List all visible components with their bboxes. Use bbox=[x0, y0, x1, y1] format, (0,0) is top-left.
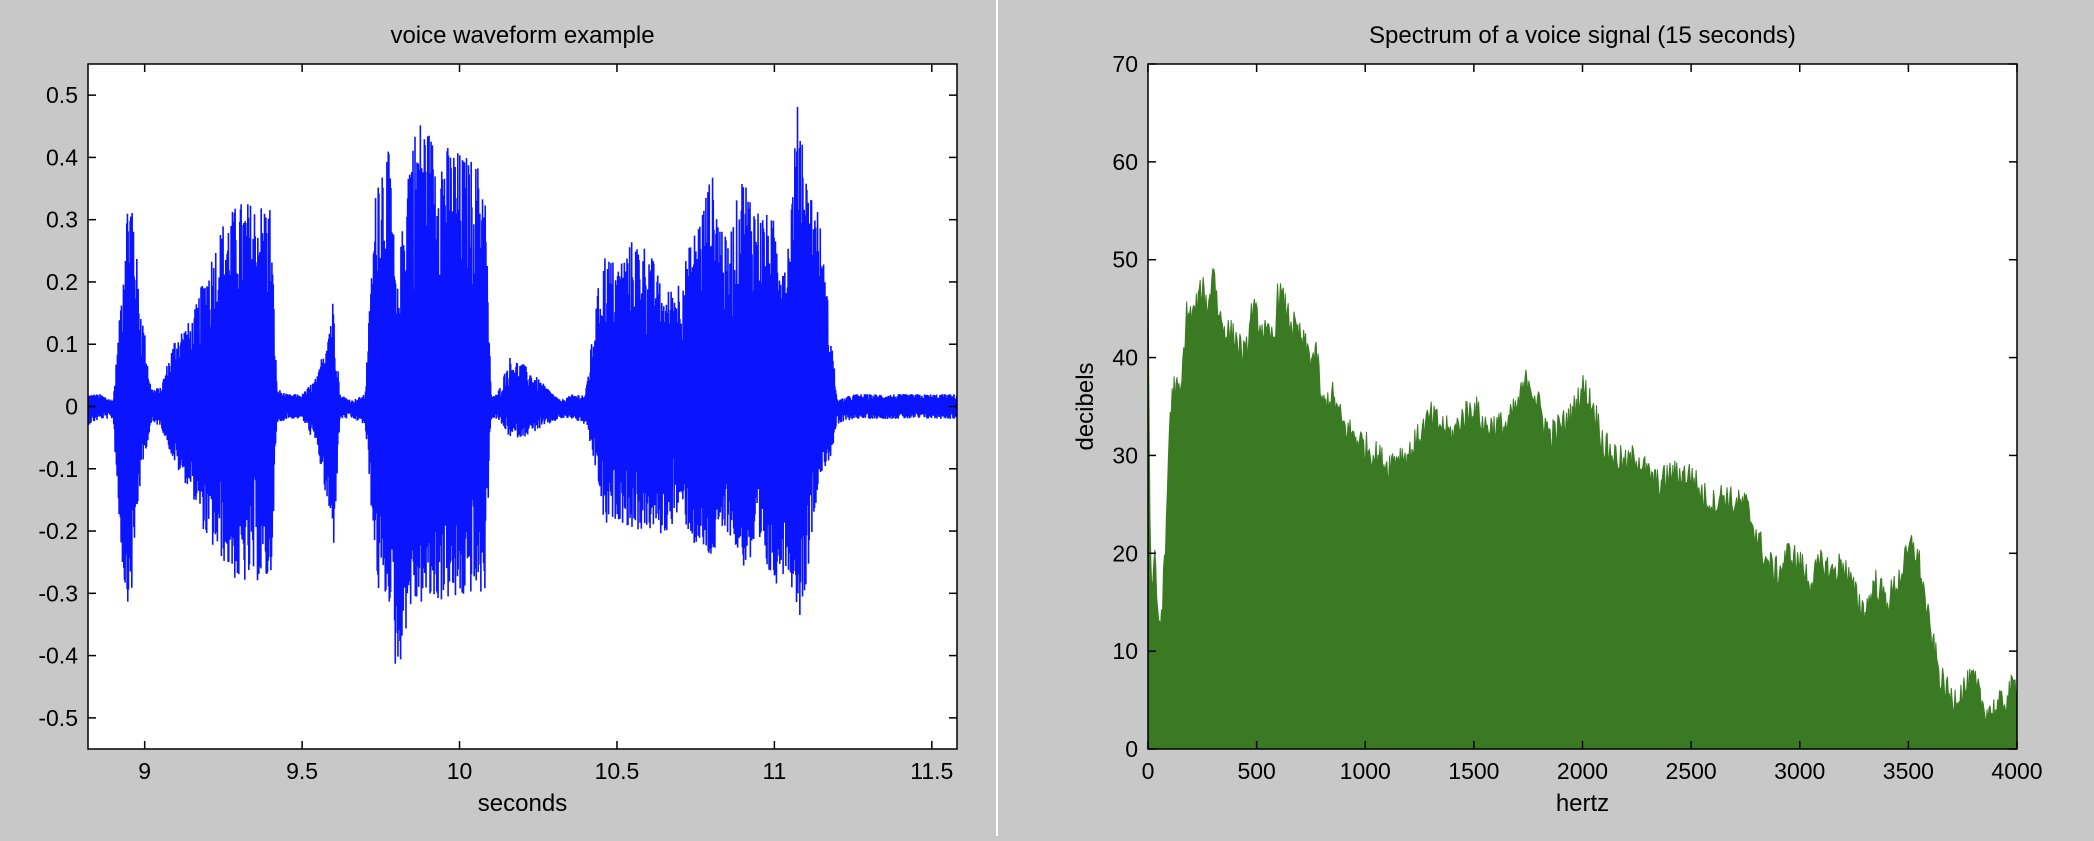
waveform-y-tick-label: 0.2 bbox=[46, 269, 78, 295]
waveform-y-tick-label: -0.2 bbox=[38, 518, 78, 544]
spectrum-y-tick-label: 0 bbox=[1125, 736, 1138, 762]
waveform-y-tick-label: -0.5 bbox=[38, 705, 78, 731]
waveform-y-tick-label: -0.1 bbox=[38, 456, 78, 482]
spectrum-y-tick-label: 50 bbox=[1112, 247, 1138, 273]
spectrum-x-tick-label: 2000 bbox=[1557, 758, 1608, 784]
spectrum-y-tick-label: 30 bbox=[1112, 442, 1138, 468]
panel-divider bbox=[996, 0, 998, 836]
waveform-x-axis-label: seconds bbox=[478, 790, 567, 817]
waveform-x-tick-label: 10.5 bbox=[595, 758, 640, 784]
spectrum-x-axis-label: hertz bbox=[1556, 790, 1609, 817]
waveform-line bbox=[88, 106, 957, 664]
spectrum-x-tick-label: 1000 bbox=[1340, 758, 1391, 784]
spectrum-y-tick-label: 60 bbox=[1112, 149, 1138, 175]
waveform-title: voice waveform example bbox=[390, 22, 654, 49]
waveform-x-tick-label: 10 bbox=[447, 758, 473, 784]
waveform-x-tick-label: 9.5 bbox=[286, 758, 318, 784]
waveform-y-tick-label: 0.4 bbox=[46, 144, 78, 170]
waveform-y-tick-label: -0.3 bbox=[38, 580, 78, 606]
spectrum-x-tick-label: 0 bbox=[1142, 758, 1155, 784]
spectrum-x-tick-label: 4000 bbox=[1991, 758, 2042, 784]
waveform-series bbox=[88, 106, 957, 664]
waveform-y-tick-label: 0.5 bbox=[46, 82, 78, 108]
spectrum-x-tick-label: 3000 bbox=[1774, 758, 1825, 784]
spectrum-y-tick-label: 40 bbox=[1112, 345, 1138, 371]
waveform-x-tick-label: 11.5 bbox=[910, 758, 953, 784]
waveform-chart: 9 9.5 10 10.5 11 11.5 0.5 0.4 0.3 0.2 0.1 0 -0.1 -0.2… bbox=[38, 22, 958, 817]
waveform-y-tick-label: 0.1 bbox=[46, 331, 78, 357]
spectrum-y-tick-label: 20 bbox=[1112, 540, 1138, 566]
waveform-y-tick-label: -0.4 bbox=[38, 643, 78, 669]
waveform-x-tick-label: 11 bbox=[762, 758, 786, 784]
spectrum-chart: 0 500 1000 1500 2000 2500 3000 3500 4000 0 10 20 30 4… bbox=[1072, 22, 2043, 817]
spectrum-area bbox=[1148, 268, 2017, 749]
waveform-y-tick-label: 0 bbox=[65, 394, 78, 420]
spectrum-y-axis-label: decibels bbox=[1072, 362, 1099, 450]
waveform-x-tick-label: 9 bbox=[138, 758, 151, 784]
spectrum-x-tick-label: 500 bbox=[1237, 758, 1275, 784]
spectrum-y-tick-label: 10 bbox=[1112, 638, 1138, 664]
waveform-panel: 9 9.5 10 10.5 11 11.5 0.5 0.4 0.3 0.2 0.1 0 -0.1 -0.2… bbox=[0, 0, 996, 836]
spectrum-title: Spectrum of a voice signal (15 seconds) bbox=[1369, 22, 1796, 49]
spectrum-y-tick-label: 70 bbox=[1112, 51, 1138, 77]
spectrum-series bbox=[1148, 268, 2017, 749]
spectrum-x-tick-label: 2500 bbox=[1666, 758, 1717, 784]
spectrum-x-tick-label: 3500 bbox=[1883, 758, 1934, 784]
spectrum-panel: 0 500 1000 1500 2000 2500 3000 3500 4000 0 10 20 30 4… bbox=[998, 0, 2094, 836]
spectrum-x-tick-label: 1500 bbox=[1448, 758, 1499, 784]
waveform-y-tick-label: 0.3 bbox=[46, 207, 78, 233]
